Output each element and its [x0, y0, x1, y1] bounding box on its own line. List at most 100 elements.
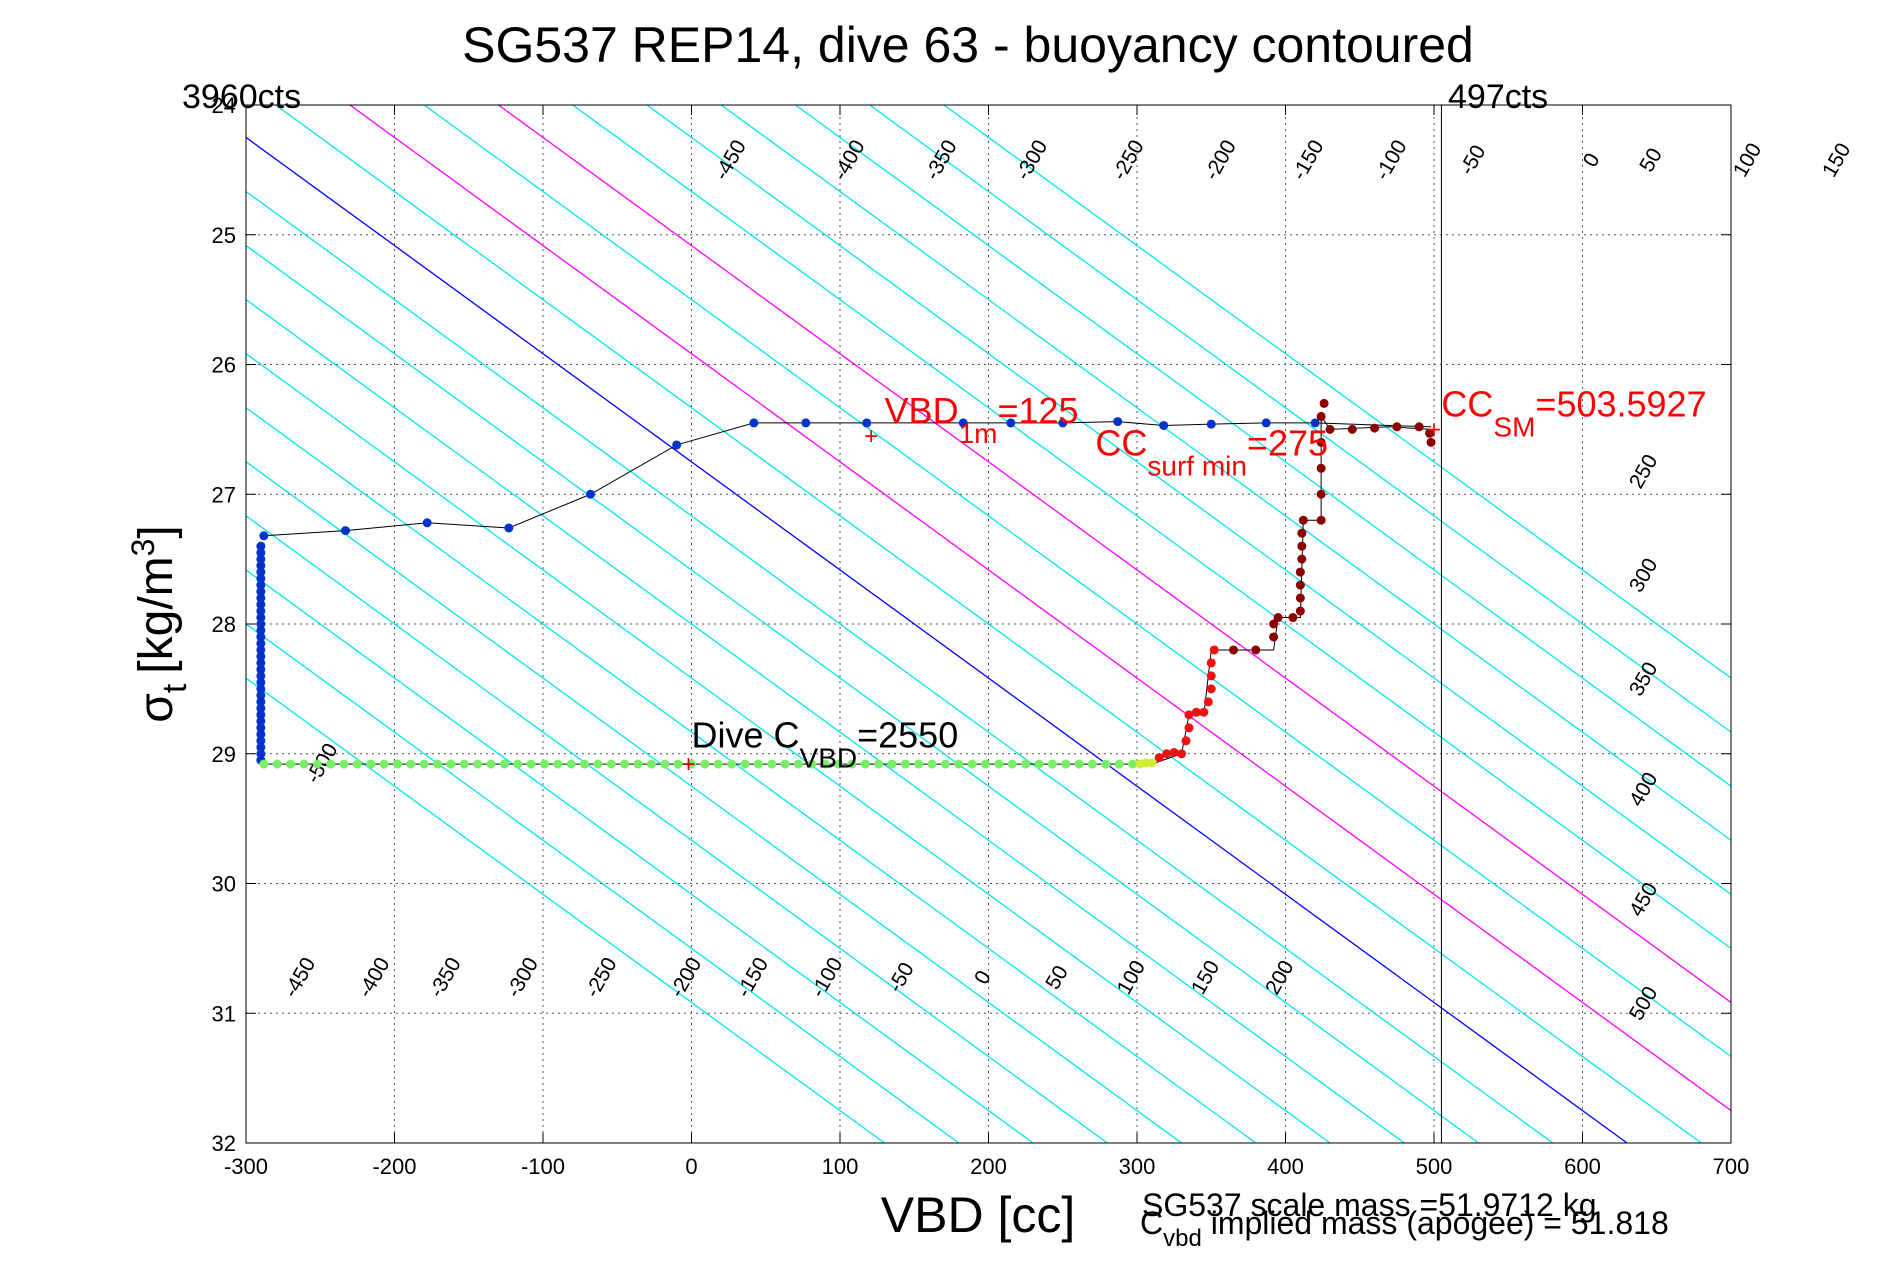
red-steps-point [1203, 697, 1213, 707]
contour-line [246, 677, 885, 1143]
green-point [967, 759, 977, 769]
green-point [874, 759, 884, 769]
red-steps-point [1206, 684, 1216, 694]
green-point [847, 759, 857, 769]
blue-vertical-point [256, 645, 266, 655]
green-point [1074, 759, 1084, 769]
red-steps-point [1169, 747, 1179, 757]
green-point [286, 759, 296, 769]
blue-vertical-point [256, 541, 266, 551]
y-label-superscript: 3 [125, 539, 161, 557]
contour-line [572, 105, 1731, 950]
red-steps-point [1162, 749, 1172, 759]
contour-line [246, 244, 1479, 1143]
red-steps-point [1181, 736, 1191, 746]
x-axis-ticks: -300 -200 -100 0 100 200 300 400 500 600 700 [224, 105, 1749, 1179]
green-point [633, 759, 643, 769]
red-steps-point [1184, 710, 1194, 720]
top-right-label: 497cts [1448, 78, 1548, 116]
x-axis-label: VBD [cc] [881, 1187, 1075, 1243]
contour-line [246, 569, 1034, 1143]
y-label-symbol: σ [130, 693, 183, 723]
annotation-label: CCSM=503.5927 [1441, 383, 1706, 442]
green-point [1087, 759, 1097, 769]
blue-vertical-point [256, 580, 266, 590]
x-tick-label: -100 [521, 1154, 565, 1179]
implied-mass-tail: implied mass (apogee) = 51.818 [1202, 1205, 1669, 1241]
green-point [660, 759, 670, 769]
blue-vertical-point [256, 749, 266, 759]
upcast-dots-point [1006, 418, 1016, 428]
green-point [887, 759, 897, 769]
darkred-steps-point [1288, 613, 1298, 623]
darkred-steps-point [1273, 613, 1283, 623]
blue-vertical-point [256, 554, 266, 564]
green-point [272, 759, 282, 769]
contour-line [423, 105, 1731, 1058]
upcast-dots-point [1113, 417, 1123, 427]
darkred-steps-point [1316, 463, 1326, 473]
blue-vertical-point [256, 632, 266, 642]
darkred-steps-point [1297, 554, 1307, 564]
annotation-subscript: SM [1493, 411, 1535, 442]
blue-vertical-point [256, 742, 266, 752]
contour-line [246, 136, 1628, 1143]
green-point [526, 759, 536, 769]
annotation-subscript: VBD [800, 742, 858, 773]
green-point [1021, 759, 1031, 769]
green-point [807, 759, 817, 769]
y-tick-label: 31 [212, 1001, 236, 1026]
darkred-steps-point [1426, 437, 1436, 447]
x-tick-label: 300 [1119, 1154, 1156, 1179]
green-point [553, 759, 563, 769]
blue-vertical-point [256, 548, 266, 558]
green-point [580, 759, 590, 769]
green-point [753, 759, 763, 769]
green-point [713, 759, 723, 769]
annotation-value: =125 [997, 390, 1078, 431]
y-tick-label: 28 [212, 612, 236, 637]
svg-text:σt[kg/m3]: σt [kg/m3] [125, 525, 194, 723]
contour-label: 100 [1729, 139, 1766, 181]
red-steps-point [1154, 753, 1164, 763]
red-steps-point [1209, 645, 1219, 655]
darkred-steps-point [1297, 541, 1307, 551]
darkred-steps-point [1269, 632, 1279, 642]
y-tick-label: 30 [212, 872, 236, 897]
blue-vertical-point [256, 684, 266, 694]
blue-vertical-point [256, 729, 266, 739]
green-point [900, 759, 910, 769]
blue-vertical-point [256, 600, 266, 610]
darkred-steps-point [1229, 645, 1239, 655]
annotation-main: CC [1441, 383, 1493, 424]
blue-vertical-point [256, 587, 266, 597]
top-left-label: 3960cts [182, 78, 301, 116]
scale-mass-text: SG537 scale mass =51.9712 kg [1142, 1187, 1597, 1223]
darkred-steps-point [1325, 424, 1335, 434]
green-point [446, 759, 456, 769]
red-steps-point [1206, 658, 1216, 668]
green-point [793, 759, 803, 769]
y-tick-label: 25 [212, 223, 236, 248]
annotation-label: Dive CVBD=2550 [692, 714, 959, 773]
implied-mass-main: C [1140, 1205, 1163, 1241]
upcast-dots-point [340, 526, 350, 536]
green-point [326, 759, 336, 769]
green-point [312, 759, 322, 769]
x-tick-label: 600 [1564, 1154, 1601, 1179]
green-point [1047, 759, 1057, 769]
annotation-main: VBD [885, 390, 959, 431]
blue-vertical-point [256, 703, 266, 713]
x-tick-label: 0 [685, 1154, 697, 1179]
darkred-steps-point [1269, 619, 1279, 629]
blue-vertical-point [256, 664, 266, 674]
upcast-dots-point [749, 418, 759, 428]
upcast-dots-point [259, 531, 269, 541]
contour-line [869, 105, 1731, 733]
green-point [981, 759, 991, 769]
y-tick-label: 32 [212, 1131, 236, 1156]
green-point [834, 759, 844, 769]
green-point [687, 759, 696, 769]
green-point [486, 759, 496, 769]
